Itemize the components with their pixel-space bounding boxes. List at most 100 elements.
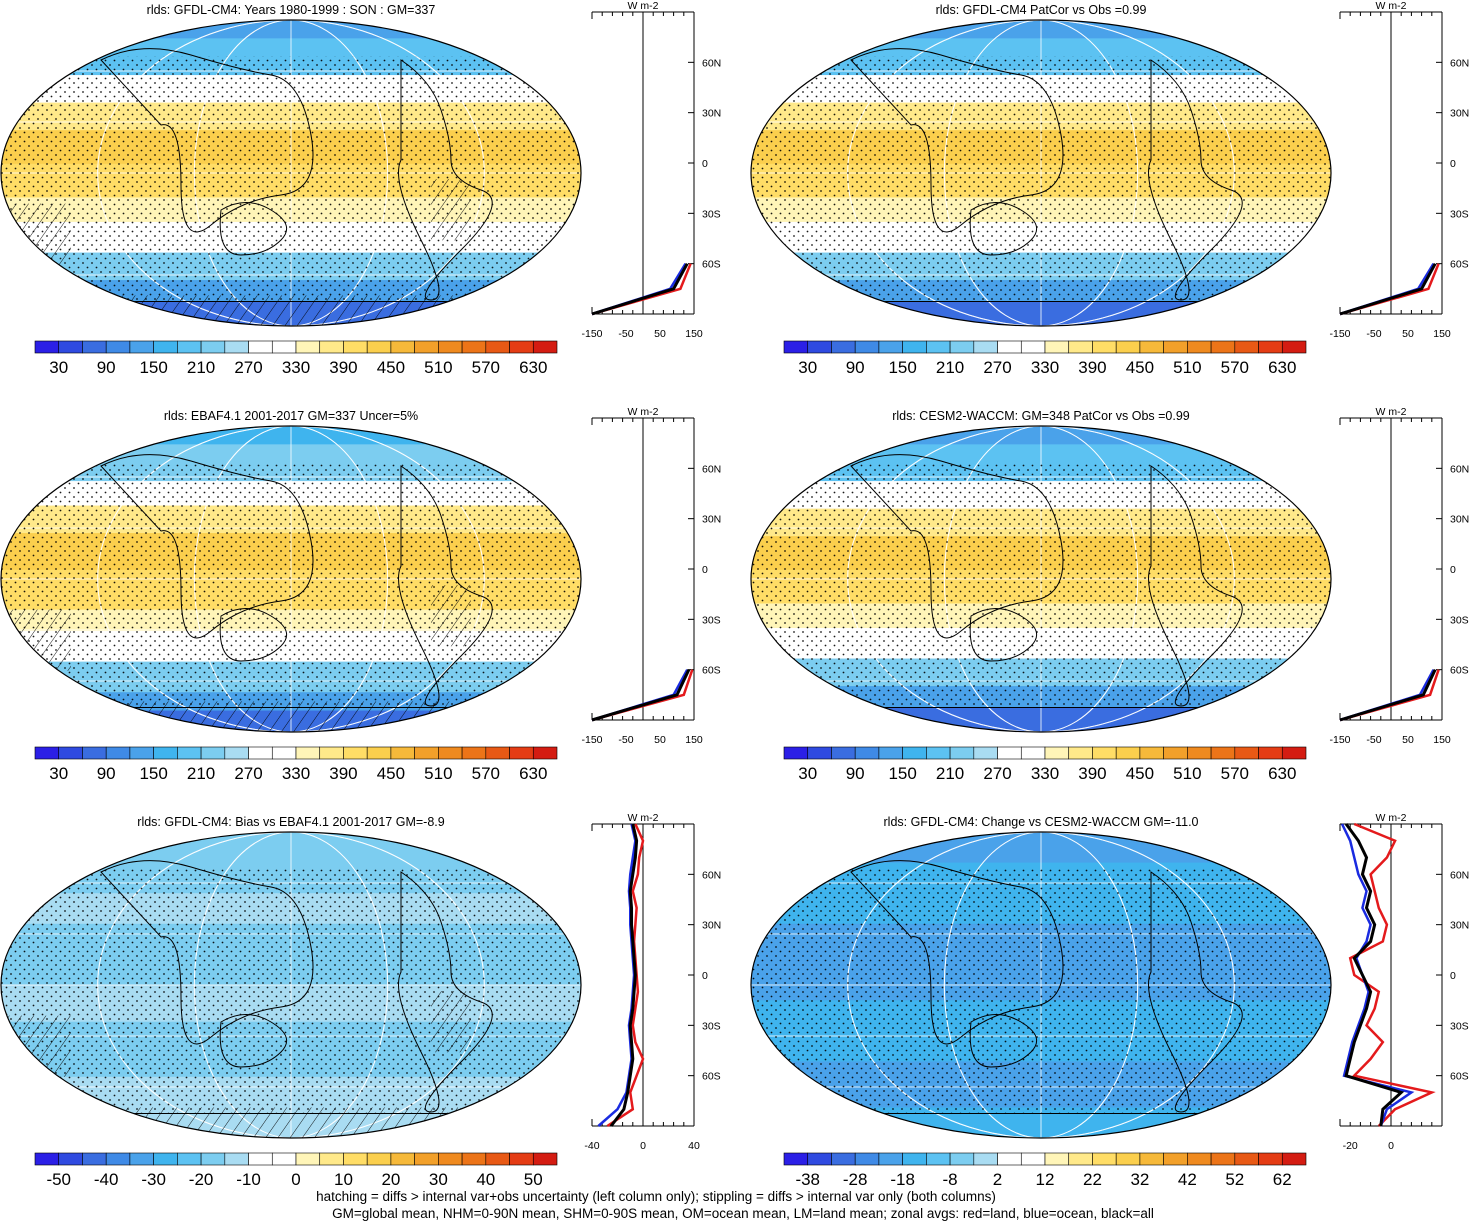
zonal-lat-label: 30N [1450,108,1469,120]
colorbar-swatch [1281,340,1307,354]
colorbar-label: 270 [234,764,262,783]
colorbar-label: 270 [234,358,262,377]
colorbar-swatch [34,340,60,354]
colorbar-label: 12 [1036,1170,1055,1189]
colorbar-swatch [390,340,415,354]
colorbar-swatch [224,746,249,760]
colorbar-swatch [1139,1152,1164,1166]
colorbar-label: 330 [282,764,310,783]
map-outline [0,831,582,1139]
zonal-unit: W m-2 [1376,0,1407,12]
map-outline [0,425,582,733]
colorbar-label: 30 [429,1170,448,1189]
colorbar: 30 90 150 210 270 330 390 450 510 570 630 [783,746,1307,783]
map-field [1,20,581,326]
colorbar-swatch [485,1152,510,1166]
map-field [1,832,581,1138]
colorbar-swatch [1068,1152,1093,1166]
zonal-x-tick-label: -50 [618,328,633,340]
colorbar-swatch [854,746,880,760]
colorbar-swatch [34,746,60,760]
colorbar-swatch [248,1152,273,1166]
zonal-lat-label: 30S [702,208,721,220]
colorbar-swatch [82,340,107,354]
hatching-overlay [431,991,471,1053]
colorbar-swatch [105,340,131,354]
coastline [969,202,1038,256]
coastline [398,465,493,707]
colorbar-swatch [414,746,439,760]
zonal-unit: W m-2 [628,406,659,418]
zonal-lat-label: 60S [702,665,721,677]
zonal-lat-label: 0 [1450,970,1456,982]
colorbar-label: 0 [291,1170,300,1189]
panel-title: rlds: GFDL-CM4: Change vs CESM2-WACCM GM… [884,815,1199,829]
zonal-line-all [1339,262,1437,316]
colorbar-swatch [82,1152,107,1166]
zonal-lat-label: 30S [1450,1020,1469,1032]
colorbar-swatch [248,340,273,354]
colorbar-label: 630 [519,358,547,377]
colorbar-swatch [438,340,463,354]
colorbar-swatch [1210,340,1236,354]
colorbar-swatch [295,1152,321,1166]
colorbar-label: 630 [1268,764,1296,783]
stippling-overlay [751,868,1331,1114]
hatching-overlay [431,179,471,241]
colorbar-swatch [1044,340,1070,354]
colorbar: 30 90 150 210 270 330 390 450 510 570 630 [783,340,1307,377]
colorbar-swatch [461,1152,487,1166]
colorbar-swatch [438,1152,463,1166]
colorbar-swatch [1068,746,1093,760]
colorbar-label: 270 [983,764,1011,783]
colorbar-label: 62 [1273,1170,1292,1189]
colorbar-swatch [973,746,998,760]
zonal-x-tick-label: 40 [688,1140,700,1152]
colorbar-swatch [177,746,202,760]
colorbar-label: 210 [187,358,215,377]
colorbar-swatch [1163,746,1188,760]
zonal-x-tick-label: 50 [1402,328,1414,340]
colorbar-label: 30 [798,764,817,783]
colorbar-swatch [153,1152,178,1166]
zonal-lat-label: 60S [702,259,721,271]
stippling-overlay [1,868,581,1114]
colorbar-label: 10 [334,1170,353,1189]
colorbar-swatch [949,340,975,354]
colorbar-swatch [878,1152,903,1166]
zonal-lat-label: 30N [1450,920,1469,932]
colorbar: 30 90 150 210 270 330 390 450 510 570 630 [34,746,558,783]
colorbar-swatch [1187,340,1212,354]
panel-title: rlds: GFDL-CM4 PatCor vs Obs =0.99 [936,3,1147,17]
colorbar-swatch [997,340,1022,354]
colorbar-label: 30 [798,358,817,377]
zonal-lat-label: 30S [702,1020,721,1032]
colorbar-swatch [1092,1152,1117,1166]
zonal-lat-label: 30S [702,614,721,626]
colorbar-label: 510 [1173,764,1201,783]
colorbar-swatch [783,340,809,354]
zonal-lat-label: 60N [702,57,721,69]
colorbar-swatch [807,1152,832,1166]
hatching-overlay [1,701,581,732]
colorbar-swatch [509,746,534,760]
zonal-lat-label: 30N [702,108,721,120]
colorbar-label: 150 [139,764,167,783]
colorbar-label: 150 [139,358,167,377]
zonal-line-land [606,823,645,1128]
colorbar-swatch [200,1152,226,1166]
zonal-lat-label: 60N [1450,869,1469,881]
colorbar-swatch [783,1152,809,1166]
hatching-overlay [431,585,471,647]
colorbar-swatch [1092,746,1117,760]
colorbar-label: 22 [1083,1170,1102,1189]
colorbar-swatch [973,340,998,354]
map-outline [750,19,1332,327]
zonal-x-tick-label: 0 [640,1140,646,1152]
colorbar-swatch [1234,746,1259,760]
colorbar-swatch [926,340,951,354]
colorbar-swatch [177,340,202,354]
hatching-overlay [1,295,581,326]
colorbar-swatch [34,1152,60,1166]
zonal-x-tick-label: 50 [654,734,666,746]
